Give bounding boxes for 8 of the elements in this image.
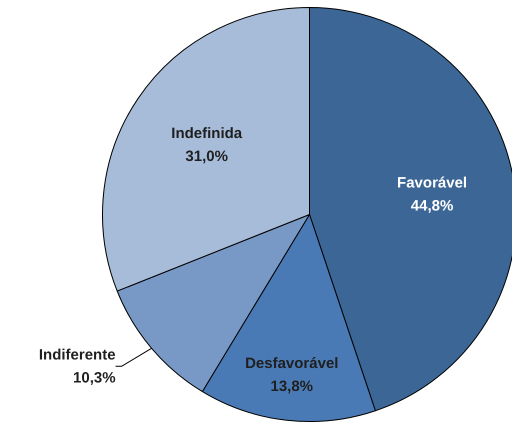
slice-label: Indiferente [38,346,116,364]
data-label: 31,0% [185,148,228,165]
slice-label: Desfavorável [245,355,338,372]
data-label: 10,3% [73,369,116,386]
data-label: 13,8% [270,378,314,395]
data-label: 44,8% [410,197,454,214]
slice-label: Favorável [397,174,468,192]
slice-label: Indefinida [171,124,243,142]
